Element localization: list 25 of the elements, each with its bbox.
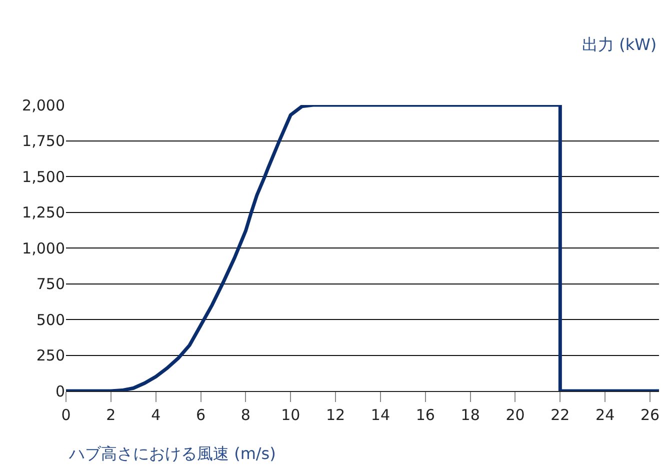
y-tick-label: 1,250 [22, 204, 65, 222]
x-tick-label: 12 [326, 406, 346, 424]
y-axis-title: 出力 (kW) [582, 35, 657, 54]
x-tick-label: 14 [370, 406, 390, 424]
x-axis-title: ハブ高さにおける風速 (m/s) [68, 444, 276, 463]
x-tick-label: 4 [151, 406, 161, 424]
y-tick-label: 1,750 [22, 132, 65, 150]
y-tick-label: 1,500 [22, 168, 65, 186]
y-tick-label: 1,000 [22, 239, 65, 258]
x-tick-label: 18 [460, 406, 480, 424]
x-tick-label: 24 [596, 406, 615, 424]
x-tick-label: 22 [550, 406, 570, 424]
x-tick-label: 8 [240, 406, 250, 424]
x-tick-label: 20 [506, 406, 525, 424]
x-tick-label: 26 [640, 406, 660, 424]
y-tick-label: 750 [36, 275, 65, 293]
line-series [66, 105, 659, 391]
x-tick-label: 2 [106, 406, 116, 424]
x-tick-label: 16 [416, 406, 435, 424]
y-tick-label: 0 [55, 382, 65, 400]
y-tick-label: 500 [36, 310, 65, 329]
y-tick-label: 250 [36, 346, 65, 364]
y-tick-label: 2,000 [22, 96, 65, 114]
x-tick-label: 10 [281, 406, 300, 424]
x-tick-label: 6 [196, 406, 206, 424]
